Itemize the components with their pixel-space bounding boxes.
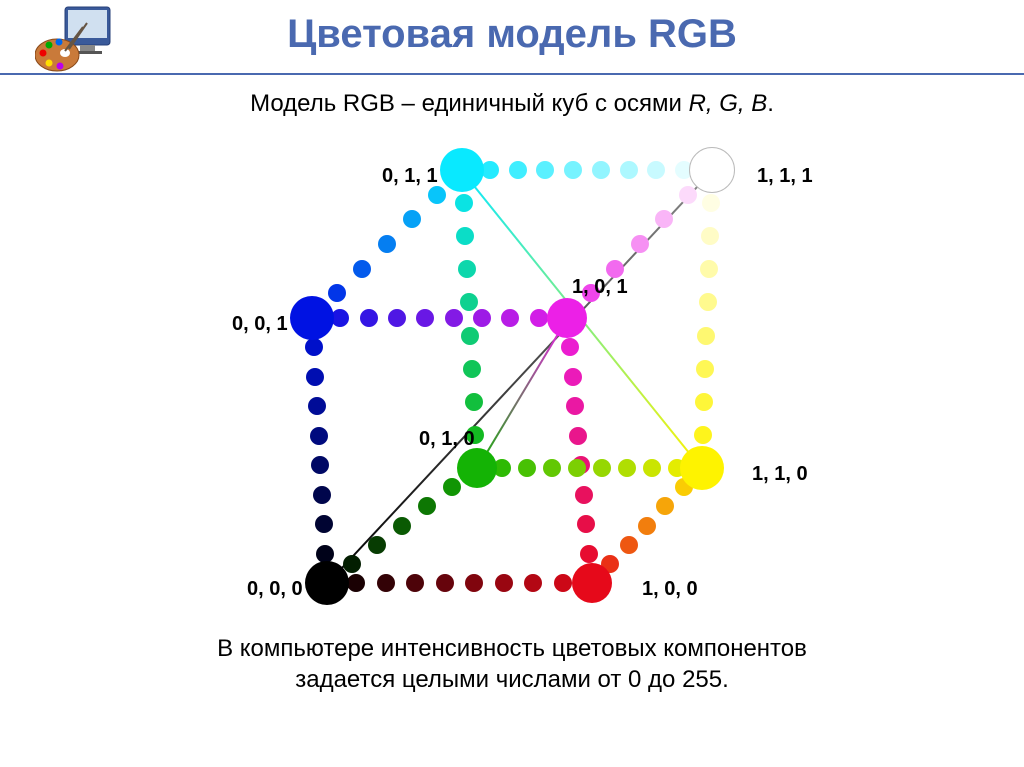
vertex-red <box>572 563 612 603</box>
vertex-label-yellow: 1, 1, 0 <box>752 463 808 486</box>
edge-dot <box>353 260 371 278</box>
page-title: Цветовая модель RGB <box>0 0 1024 57</box>
edge-dot <box>316 545 334 563</box>
edge-dot <box>455 194 473 212</box>
edge-dot <box>313 486 331 504</box>
vertex-label-red: 1, 0, 0 <box>642 578 698 601</box>
edge-dot <box>495 574 513 592</box>
edge-dot <box>388 309 406 327</box>
edge-dot <box>378 235 396 253</box>
edge-dot <box>697 327 715 345</box>
edge-dot <box>656 497 674 515</box>
edge-dot <box>465 393 483 411</box>
edge-dot <box>445 309 463 327</box>
edge-dot <box>568 459 586 477</box>
edge-dot <box>315 515 333 533</box>
edge-dot <box>643 459 661 477</box>
edge-dot <box>416 309 434 327</box>
palette-icon <box>35 5 115 80</box>
vertex-cyan <box>440 148 484 192</box>
rgb-cube-diagram: 0, 0, 0 1, 0, 0 0, 1, 0 1, 1, 0 0, 0, 1 1, 0,… <box>212 128 812 628</box>
edge-dot <box>436 574 454 592</box>
edge-dot <box>696 360 714 378</box>
edge-dot <box>310 427 328 445</box>
edge-dot <box>564 161 582 179</box>
vertex-black <box>305 561 349 605</box>
edge-dot <box>543 459 561 477</box>
edge-dot <box>518 459 536 477</box>
edge-dot <box>575 486 593 504</box>
edge-dot <box>564 368 582 386</box>
edge-dot <box>620 161 638 179</box>
edge-dot <box>501 309 519 327</box>
edge-dot <box>343 555 361 573</box>
edge-dot <box>347 574 365 592</box>
edge-dot <box>631 235 649 253</box>
vertex-label-blue: 0, 0, 1 <box>232 313 288 336</box>
edge-dot <box>592 161 610 179</box>
edge-dot <box>311 456 329 474</box>
vertex-label-cyan: 0, 1, 1 <box>382 165 438 188</box>
vertex-label-magenta: 1, 0, 1 <box>572 276 628 299</box>
edge-dot <box>620 536 638 554</box>
edge-dot <box>463 360 481 378</box>
edge-dot <box>456 227 474 245</box>
edge-dot <box>406 574 424 592</box>
edge-dot <box>561 338 579 356</box>
edge-dot <box>328 284 346 302</box>
edge-dot <box>460 293 478 311</box>
edge-dot <box>403 210 421 228</box>
edge-dot <box>679 186 697 204</box>
edge-dot <box>368 536 386 554</box>
edge-dot <box>566 397 584 415</box>
vertex-yellow <box>680 446 724 490</box>
edge-dot <box>580 545 598 563</box>
edge-dot <box>377 574 395 592</box>
edge-dot <box>593 459 611 477</box>
edge-dot <box>465 574 483 592</box>
edge-dot <box>461 327 479 345</box>
edge-dot <box>694 426 712 444</box>
edge-dot <box>618 459 636 477</box>
vertex-white <box>689 147 735 193</box>
edge-dot <box>473 309 491 327</box>
edge-dot <box>509 161 527 179</box>
edge-dot <box>569 427 587 445</box>
edge-dot <box>606 260 624 278</box>
vertex-magenta <box>547 298 587 338</box>
edge-dot <box>536 161 554 179</box>
footer-text: В компьютере интенсивность цветовых комп… <box>0 633 1024 695</box>
vertex-green <box>457 448 497 488</box>
edge-dot <box>647 161 665 179</box>
edge-dot <box>701 227 719 245</box>
edge-dot <box>331 309 349 327</box>
edge-dot <box>700 260 718 278</box>
cube-diagonal <box>476 318 568 469</box>
vertex-label-white: 1, 1, 1 <box>757 165 813 188</box>
edge-dot <box>305 338 323 356</box>
edge-dot <box>418 497 436 515</box>
edge-dot <box>524 574 542 592</box>
edge-dot <box>702 194 720 212</box>
edge-dot <box>699 293 717 311</box>
edge-dot <box>443 478 461 496</box>
edge-dot <box>360 309 378 327</box>
edge-dot <box>577 515 595 533</box>
edge-dot <box>530 309 548 327</box>
vertex-label-green: 0, 1, 0 <box>419 428 475 451</box>
edge-dot <box>428 186 446 204</box>
vertex-blue <box>290 296 334 340</box>
edge-dot <box>306 368 324 386</box>
edge-dot <box>308 397 326 415</box>
edge-dot <box>393 517 411 535</box>
subtitle: Модель RGB – единичный куб с осями R, G,… <box>0 90 1024 118</box>
edge-dot <box>458 260 476 278</box>
vertex-label-black: 0, 0, 0 <box>247 578 303 601</box>
edge-dot <box>554 574 572 592</box>
edge-dot <box>638 517 656 535</box>
edge-dot <box>695 393 713 411</box>
edge-dot <box>655 210 673 228</box>
